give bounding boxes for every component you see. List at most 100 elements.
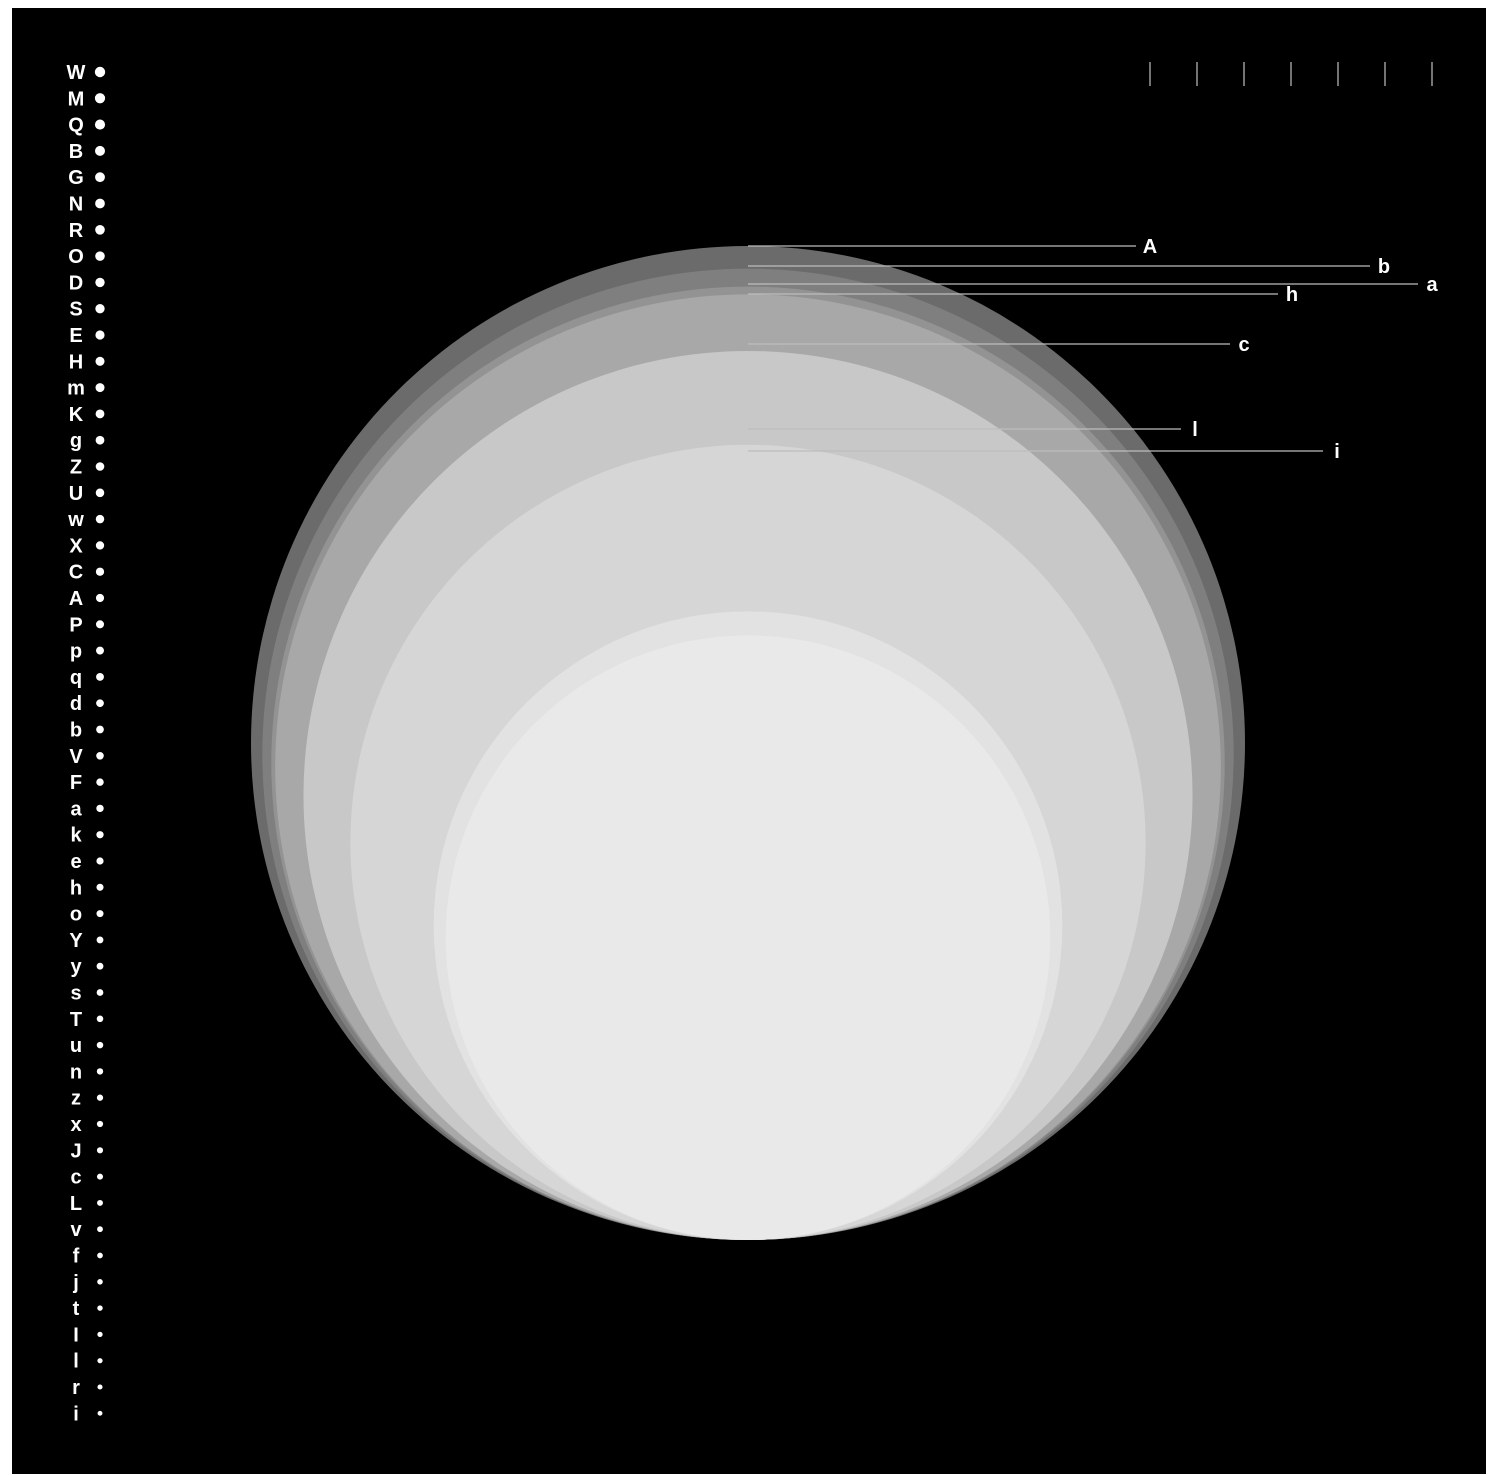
legend-dot xyxy=(95,145,105,156)
legend-label: W xyxy=(67,62,86,84)
legend-dot xyxy=(96,1068,104,1075)
legend-label: l xyxy=(73,1351,79,1373)
legend-label: S xyxy=(69,299,82,321)
callout-label: i xyxy=(1334,441,1340,463)
legend-label: i xyxy=(73,1403,79,1425)
legend-dot xyxy=(96,699,104,708)
legend-dot xyxy=(96,1120,104,1128)
legend-label: H xyxy=(69,351,83,373)
legend-dot xyxy=(95,409,105,419)
legend-label: I xyxy=(73,1324,79,1346)
legend-label: Z xyxy=(70,457,82,479)
legend-label: T xyxy=(70,1009,82,1031)
legend-dot xyxy=(95,251,105,261)
legend-dot xyxy=(96,725,104,734)
legend-dot xyxy=(95,277,105,288)
callout-label: l xyxy=(1192,419,1198,441)
legend-label: r xyxy=(72,1377,80,1399)
legend-dot xyxy=(96,1041,104,1049)
legend-dot xyxy=(96,778,104,786)
legend-dot xyxy=(94,119,106,130)
legend-label: m xyxy=(67,378,85,400)
legend-dot xyxy=(97,1384,103,1390)
legend-label: D xyxy=(69,272,83,294)
legend-label: a xyxy=(70,798,82,820)
top-ticks xyxy=(1149,62,1433,86)
legend-label: z xyxy=(71,1088,81,1110)
legend-dot xyxy=(97,1410,103,1416)
callout-label: b xyxy=(1378,256,1390,278)
legend-dot xyxy=(96,1147,104,1154)
legend-label: f xyxy=(73,1246,80,1268)
legend-label: C xyxy=(69,562,83,584)
legend-dot xyxy=(97,1199,103,1206)
legend-label: w xyxy=(67,509,84,531)
legend-label: E xyxy=(69,325,82,347)
legend-label: V xyxy=(69,746,83,768)
legend-label: n xyxy=(70,1061,82,1083)
legend-dot xyxy=(95,224,105,235)
legend-dot xyxy=(95,593,105,603)
legend-label: y xyxy=(70,956,82,978)
callout-label: a xyxy=(1426,274,1438,296)
legend-dot xyxy=(97,1226,103,1233)
legend-label: N xyxy=(69,194,83,216)
legend-label: B xyxy=(69,141,83,163)
legend-dot xyxy=(95,462,105,471)
legend-dot xyxy=(95,620,105,629)
legend-dot xyxy=(95,383,105,393)
legend-label: t xyxy=(73,1298,80,1320)
legend-label: U xyxy=(69,483,83,505)
legend-dot xyxy=(94,93,106,104)
legend-dot xyxy=(95,172,105,183)
legend-dot xyxy=(96,804,104,813)
legend-label: e xyxy=(70,851,81,873)
callout-label: A xyxy=(1143,236,1157,258)
legend-label: Y xyxy=(69,930,83,952)
legend-label: M xyxy=(68,88,85,110)
legend-label: g xyxy=(70,430,82,452)
legend-label: s xyxy=(70,983,81,1005)
legend-dot xyxy=(96,831,104,839)
legend-label: o xyxy=(70,904,82,926)
legend-label: P xyxy=(69,614,82,636)
legend-label: F xyxy=(70,772,82,794)
legend-label: R xyxy=(69,220,84,242)
legend-dot xyxy=(96,1094,104,1101)
legend-dot xyxy=(96,752,104,760)
legend-dot xyxy=(96,1015,104,1023)
legend-dot xyxy=(95,330,105,340)
legend-dot xyxy=(96,857,104,865)
legend-label: k xyxy=(70,825,82,847)
legend-label: X xyxy=(69,535,83,557)
callout-label: c xyxy=(1238,334,1249,356)
legend-dot xyxy=(95,198,105,209)
legend-label: J xyxy=(70,1140,81,1162)
legend-dot xyxy=(97,1279,103,1285)
callout-label: h xyxy=(1286,284,1298,306)
legend-dot xyxy=(95,304,105,314)
circles xyxy=(251,246,1245,1241)
legend-label: p xyxy=(70,641,82,663)
legend-label: q xyxy=(70,667,82,689)
legend-label: b xyxy=(70,720,82,742)
legend-label: Q xyxy=(68,115,84,137)
legend-dot xyxy=(96,962,104,970)
legend-label: A xyxy=(69,588,83,610)
legend-dot xyxy=(96,989,104,996)
legend-dot xyxy=(96,883,104,891)
legend-dot xyxy=(95,541,105,550)
legend-dot xyxy=(95,514,105,524)
legend-label: v xyxy=(70,1219,82,1241)
callout-lines: Ab a h c l i xyxy=(748,236,1438,463)
legend-dot xyxy=(95,435,105,445)
legend-dot xyxy=(94,66,106,78)
legend-dot xyxy=(96,910,104,918)
circle-core xyxy=(445,635,1051,1240)
legend-label: j xyxy=(72,1272,79,1294)
legend-dot xyxy=(96,936,104,944)
legend-label: d xyxy=(70,693,82,715)
legend-label: G xyxy=(68,167,84,189)
legend-dot xyxy=(95,356,105,366)
